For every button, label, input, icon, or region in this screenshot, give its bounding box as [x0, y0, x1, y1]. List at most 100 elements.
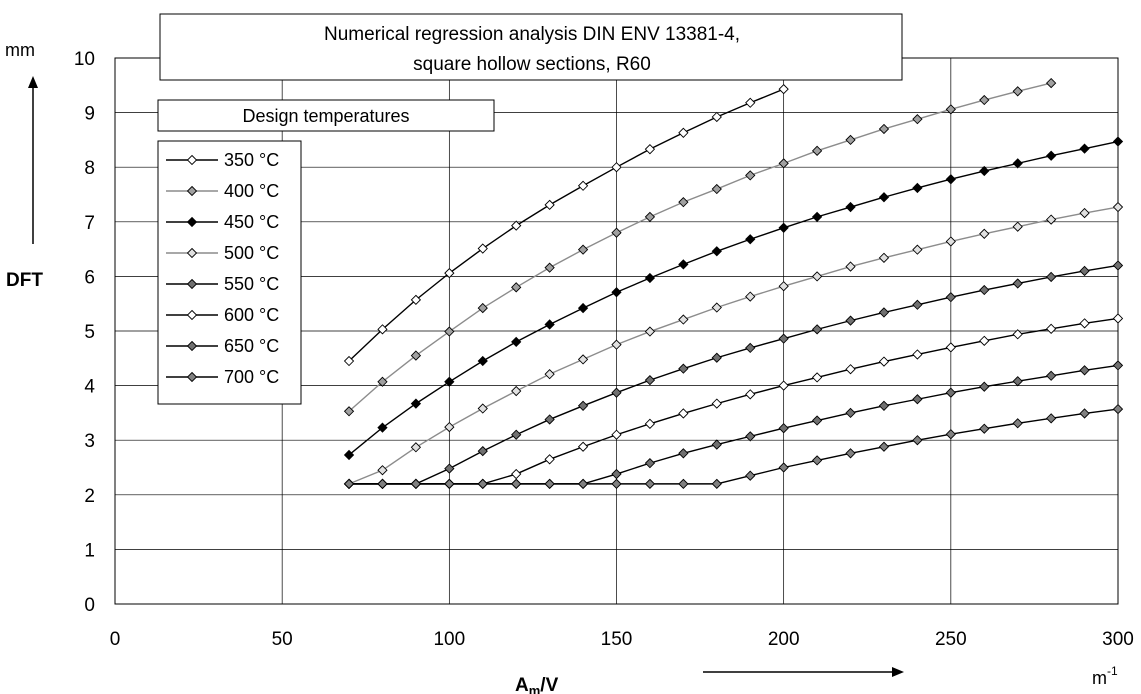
data-point: [511, 385, 522, 397]
data-point: [711, 398, 722, 409]
data-point: [343, 406, 355, 417]
legend-label: 550 °C: [224, 274, 279, 294]
data-point: [1112, 201, 1124, 213]
data-point: [644, 272, 656, 284]
data-point: [778, 462, 789, 473]
data-point: [444, 267, 455, 279]
data-point: [1079, 265, 1090, 277]
data-point: [377, 465, 388, 476]
data-point: [644, 375, 656, 386]
data-point: [1012, 221, 1023, 232]
data-point: [745, 97, 756, 108]
data-point: [945, 104, 956, 115]
data-point: [1079, 143, 1090, 154]
y-tick-label: 8: [84, 158, 95, 179]
data-point: [778, 281, 789, 292]
data-point: [945, 174, 956, 185]
data-point: [477, 403, 488, 414]
data-point: [811, 372, 823, 383]
data-point: [878, 400, 890, 411]
data-point: [778, 423, 789, 434]
series-group: [343, 77, 1124, 490]
data-point: [945, 342, 956, 353]
data-point: [477, 445, 488, 457]
data-point: [377, 422, 388, 433]
data-point: [1112, 360, 1124, 371]
data-point: [511, 478, 522, 490]
data-point: [477, 355, 488, 367]
series-line: [348, 88, 784, 362]
y-arrow: [28, 76, 38, 244]
x-unit-label: m-1: [1092, 664, 1118, 688]
data-point: [343, 355, 355, 367]
data-point: [1112, 260, 1124, 271]
data-point: [1112, 136, 1124, 147]
data-point: [778, 222, 789, 233]
data-point: [444, 421, 455, 433]
data-point: [878, 356, 890, 367]
series-line: [348, 140, 1119, 456]
data-point: [745, 431, 756, 442]
data-point: [912, 299, 923, 310]
x-tick-label: 300: [1102, 629, 1134, 650]
data-point: [912, 394, 923, 405]
legend-title-box: Design temperatures: [157, 99, 495, 132]
legend-marker: [186, 216, 198, 228]
series-line: [349, 408, 1119, 485]
data-point: [711, 183, 722, 195]
data-point: [979, 335, 990, 346]
legend-label: 400 °C: [224, 181, 279, 201]
data-point: [410, 398, 422, 409]
data-point: [745, 170, 756, 181]
data-point: [377, 478, 388, 490]
data-point: [1045, 413, 1057, 424]
data-point: [377, 376, 388, 387]
data-point: [912, 182, 923, 194]
data-point: [912, 349, 923, 360]
data-point: [711, 111, 722, 123]
data-point: [1045, 370, 1057, 381]
data-point: [711, 439, 722, 450]
data-point: [577, 478, 589, 490]
data-point: [611, 387, 622, 398]
data-point: [343, 449, 355, 461]
data-point: [1012, 86, 1023, 97]
legend-marker: [186, 371, 198, 383]
data-point: [544, 454, 555, 465]
y-tick-label: 10: [74, 49, 95, 70]
data-point: [611, 162, 622, 173]
data-point: [1079, 318, 1090, 329]
data-point: [511, 336, 522, 348]
data-point: [845, 407, 856, 419]
data-point: [611, 429, 622, 440]
data-point: [644, 418, 656, 429]
data-point: [544, 319, 555, 330]
data-point: [410, 294, 422, 306]
data-point: [611, 227, 622, 238]
data-point: [778, 333, 789, 344]
data-point: [845, 364, 856, 375]
data-point: [444, 376, 455, 387]
y-tick-label: 9: [84, 104, 95, 125]
legend-label: 500 °C: [224, 243, 279, 263]
data-point: [678, 478, 689, 490]
data-point: [544, 478, 555, 490]
x-tick-label: 100: [433, 629, 465, 650]
data-point: [444, 463, 455, 474]
data-point: [945, 429, 956, 440]
data-point: [1045, 271, 1057, 283]
legend-label: 600 °C: [224, 305, 279, 325]
chart-title-line-2: square hollow sections, R60: [413, 54, 651, 75]
x-unit-base: m: [1092, 668, 1107, 688]
legend-marker: [186, 185, 198, 197]
data-point: [577, 302, 589, 314]
data-point: [678, 448, 689, 459]
data-point: [945, 292, 956, 303]
y-tick-label: 4: [84, 377, 95, 398]
legend-marker: [186, 278, 198, 290]
data-point: [611, 339, 622, 350]
data-point: [644, 478, 656, 490]
data-point: [845, 261, 856, 272]
legend-marker: [186, 309, 198, 321]
data-point: [845, 315, 856, 326]
